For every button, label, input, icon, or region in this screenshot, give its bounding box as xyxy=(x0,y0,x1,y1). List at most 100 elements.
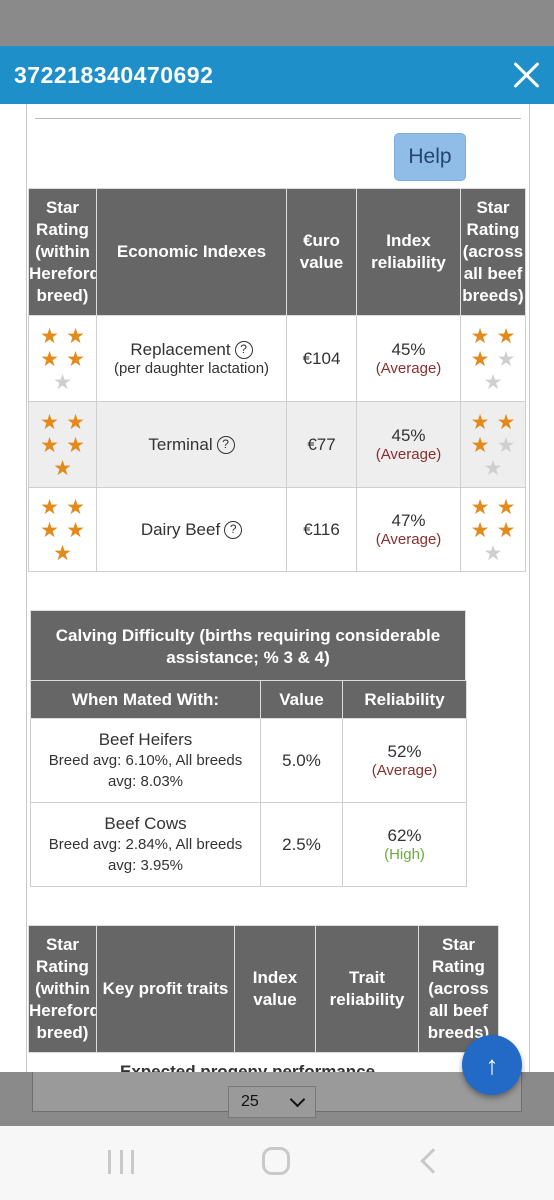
status-bar-shade xyxy=(0,0,554,46)
table-row: Beef Heifers Breed avg: 6.10%, All breeds… xyxy=(30,718,467,803)
table-row: ★ ★ ★ ★ ★ Replacement? (per daughter lactatio… xyxy=(28,315,526,402)
star-empty-icon: ★ xyxy=(496,348,516,371)
star-filled-icon: ★ xyxy=(40,325,59,348)
reliability-label: (Average) xyxy=(375,531,442,548)
star-filled-icon: ★ xyxy=(470,411,490,434)
calving-difficulty-table: When Mated With: Value Reliability Beef … xyxy=(30,680,467,887)
star-filled-icon: ★ xyxy=(470,434,490,457)
index-name: Terminal? xyxy=(98,435,286,455)
reliability-label: (High) xyxy=(384,846,425,863)
header-economic-indexes: Economic Indexes xyxy=(96,188,287,316)
reliability-value: 62% xyxy=(387,826,422,845)
header-star-within: Star Rating (within Hereford breed) xyxy=(28,188,97,316)
mated-with-name: Beef Heifers xyxy=(98,729,193,749)
star-rating-within: ★ ★ ★ ★ ★ xyxy=(28,315,97,402)
star-rating-within: ★ ★ ★ ★ ★ xyxy=(28,401,97,488)
reliability-label: (Average) xyxy=(375,360,442,377)
star-empty-icon: ★ xyxy=(483,371,503,394)
question-circle-icon[interactable]: ? xyxy=(216,435,235,454)
scroll-top-button[interactable]: ↑ xyxy=(462,1035,522,1095)
divider xyxy=(35,118,521,119)
star-filled-icon: ★ xyxy=(66,348,85,371)
header-trait-reliability: Trait reliability xyxy=(315,925,419,1053)
reliability-value: 45% xyxy=(391,426,426,445)
star-filled-icon: ★ xyxy=(53,542,72,565)
star-empty-icon: ★ xyxy=(483,542,503,565)
page-size-select[interactable]: 25 xyxy=(228,1086,316,1118)
question-circle-icon[interactable]: ? xyxy=(234,341,253,359)
arrow-up-icon: ↑ xyxy=(485,1049,499,1080)
calving-difficulty-title: Calving Difficulty (births requiring con… xyxy=(30,610,466,682)
star-filled-icon: ★ xyxy=(40,519,59,542)
content-panel xyxy=(26,104,530,1072)
header-when-mated: When Mated With: xyxy=(30,680,261,719)
star-empty-icon: ★ xyxy=(53,371,72,394)
reliability-label: (Average) xyxy=(371,762,438,779)
modal-header: 372218340470692 xyxy=(0,46,554,104)
star-empty-icon: ★ xyxy=(496,434,516,457)
star-filled-icon: ★ xyxy=(496,325,516,348)
star-filled-icon: ★ xyxy=(496,519,516,542)
star-filled-icon: ★ xyxy=(66,411,85,434)
reliability-value: 47% xyxy=(391,511,426,530)
euro-value: €116 xyxy=(286,487,357,572)
reliability-label: (Average) xyxy=(375,446,442,463)
star-filled-icon: ★ xyxy=(66,496,85,519)
page-size-value: 25 xyxy=(241,1093,259,1110)
header-index-value: Index value xyxy=(234,925,316,1053)
star-rating-across: ★ ★ ★ ★ ★ xyxy=(460,487,526,572)
star-rating-across: ★ ★ ★ ★ ★ xyxy=(460,401,526,488)
star-filled-icon: ★ xyxy=(66,519,85,542)
breed-average: Breed avg: 6.10%, All breeds avg: 8.03% xyxy=(48,751,243,790)
star-filled-icon: ★ xyxy=(470,519,490,542)
star-rating-within: ★ ★ ★ ★ ★ xyxy=(28,487,97,572)
header-index-reliability: Index reliability xyxy=(356,188,461,316)
star-empty-icon: ★ xyxy=(483,457,503,480)
star-filled-icon: ★ xyxy=(496,496,516,519)
star-filled-icon: ★ xyxy=(496,411,516,434)
star-filled-icon: ★ xyxy=(470,325,490,348)
table-row: Beef Cows Breed avg: 2.84%, All breeds av… xyxy=(30,802,467,887)
star-filled-icon: ★ xyxy=(40,434,59,457)
profit-traits-table: Star Rating (within Hereford breed) Key … xyxy=(28,925,499,1053)
star-filled-icon: ★ xyxy=(470,348,490,371)
star-rating-across: ★ ★ ★ ★ ★ xyxy=(460,315,526,402)
index-name: Dairy Beef? xyxy=(98,520,286,540)
calving-value: 2.5% xyxy=(260,802,343,887)
home-icon[interactable] xyxy=(262,1147,290,1175)
header-star-across: Star Rating (across all beef breeds) xyxy=(460,188,526,316)
star-filled-icon: ★ xyxy=(66,325,85,348)
calving-value: 5.0% xyxy=(260,718,343,803)
economic-index-table: Star Rating (within Hereford breed) Econ… xyxy=(28,188,526,572)
help-button[interactable]: Help xyxy=(394,133,466,181)
star-filled-icon: ★ xyxy=(40,496,59,519)
mated-with-name: Beef Cows xyxy=(104,813,187,833)
system-nav-bar xyxy=(0,1126,554,1200)
recent-apps-icon[interactable] xyxy=(108,1150,134,1174)
star-filled-icon: ★ xyxy=(66,434,85,457)
star-filled-icon: ★ xyxy=(53,457,72,480)
header-value: Value xyxy=(260,680,343,719)
star-filled-icon: ★ xyxy=(470,496,490,519)
euro-value: €77 xyxy=(286,401,357,488)
reliability-value: 52% xyxy=(387,742,422,761)
chevron-down-icon xyxy=(289,1091,306,1107)
breed-average: Breed avg: 2.84%, All breeds avg: 3.95% xyxy=(48,835,243,874)
table-row: ★ ★ ★ ★ ★ Dairy Beef? €116 47% (Average) ★ ★ ★ ★… xyxy=(28,487,526,572)
reliability-value: 45% xyxy=(391,340,426,359)
index-subtitle: (per daughter lactation) xyxy=(113,360,270,377)
section-heading-partial: Expected progeny performance xyxy=(120,1062,376,1074)
star-filled-icon: ★ xyxy=(40,411,59,434)
header-key-profit-traits: Key profit traits xyxy=(96,925,235,1053)
header-reliability: Reliability xyxy=(342,680,467,719)
question-circle-icon[interactable]: ? xyxy=(224,520,243,539)
header-euro-value: €uro value xyxy=(286,188,357,316)
modal-title: 372218340470692 xyxy=(14,61,214,88)
header-star-within: Star Rating (within Hereford breed) xyxy=(28,925,97,1053)
header-star-across: Star Rating (across all beef breeds) xyxy=(418,925,499,1053)
table-row: ★ ★ ★ ★ ★ Terminal? €77 45% (Average) ★ ★ ★ ★ ★ xyxy=(28,401,526,488)
close-icon[interactable] xyxy=(512,60,542,90)
star-filled-icon: ★ xyxy=(40,348,59,371)
euro-value: €104 xyxy=(286,315,357,402)
index-name: Replacement? xyxy=(98,340,286,360)
